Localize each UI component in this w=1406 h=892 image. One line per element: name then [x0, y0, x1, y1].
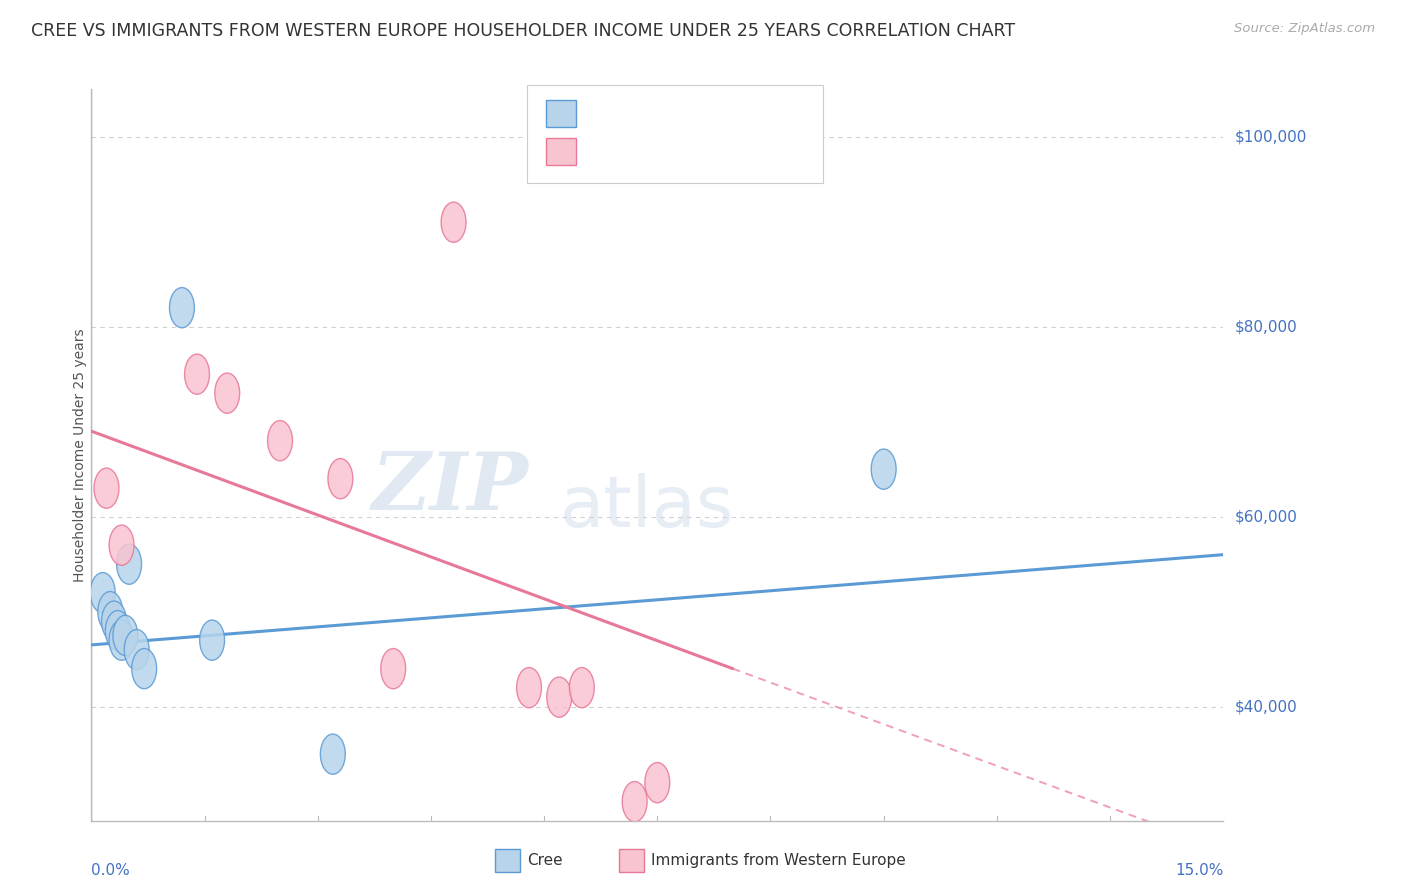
Ellipse shape — [200, 620, 225, 660]
Ellipse shape — [101, 601, 127, 641]
Text: $80,000: $80,000 — [1234, 319, 1298, 334]
Ellipse shape — [872, 449, 896, 490]
Ellipse shape — [117, 544, 142, 584]
Ellipse shape — [170, 287, 194, 327]
Ellipse shape — [381, 648, 406, 689]
Ellipse shape — [132, 648, 156, 689]
Ellipse shape — [321, 734, 346, 774]
Ellipse shape — [547, 677, 572, 717]
Ellipse shape — [328, 458, 353, 499]
Text: $100,000: $100,000 — [1234, 129, 1308, 145]
Text: 15.0%: 15.0% — [1175, 863, 1223, 879]
Ellipse shape — [184, 354, 209, 394]
Ellipse shape — [94, 468, 120, 508]
Text: R =: R = — [585, 143, 621, 161]
Text: Immigrants from Western Europe: Immigrants from Western Europe — [651, 854, 905, 868]
Ellipse shape — [110, 525, 134, 566]
Text: 13: 13 — [724, 143, 747, 161]
Text: Cree: Cree — [527, 854, 562, 868]
Text: $60,000: $60,000 — [1234, 509, 1298, 524]
Text: ZIP: ZIP — [373, 450, 529, 527]
Text: 14: 14 — [724, 104, 747, 122]
Ellipse shape — [124, 630, 149, 670]
Ellipse shape — [90, 573, 115, 613]
Ellipse shape — [112, 615, 138, 656]
Text: N =: N = — [686, 143, 723, 161]
Text: $40,000: $40,000 — [1234, 699, 1298, 714]
Text: atlas: atlas — [560, 473, 734, 541]
Ellipse shape — [623, 781, 647, 822]
Text: CREE VS IMMIGRANTS FROM WESTERN EUROPE HOUSEHOLDER INCOME UNDER 25 YEARS CORRELA: CREE VS IMMIGRANTS FROM WESTERN EUROPE H… — [31, 22, 1015, 40]
Ellipse shape — [110, 620, 134, 660]
Ellipse shape — [516, 667, 541, 707]
Ellipse shape — [645, 763, 669, 803]
Text: 0.0%: 0.0% — [91, 863, 131, 879]
Y-axis label: Householder Income Under 25 years: Householder Income Under 25 years — [73, 328, 87, 582]
Ellipse shape — [105, 610, 131, 651]
Ellipse shape — [267, 420, 292, 461]
Text: Source: ZipAtlas.com: Source: ZipAtlas.com — [1234, 22, 1375, 36]
Text: N =: N = — [686, 104, 723, 122]
Ellipse shape — [98, 591, 122, 632]
Ellipse shape — [215, 373, 239, 413]
Text: R =: R = — [585, 104, 621, 122]
Ellipse shape — [441, 202, 465, 243]
Ellipse shape — [569, 667, 595, 707]
Text: -0.472: -0.472 — [626, 143, 685, 161]
Text: 0.130: 0.130 — [626, 104, 683, 122]
